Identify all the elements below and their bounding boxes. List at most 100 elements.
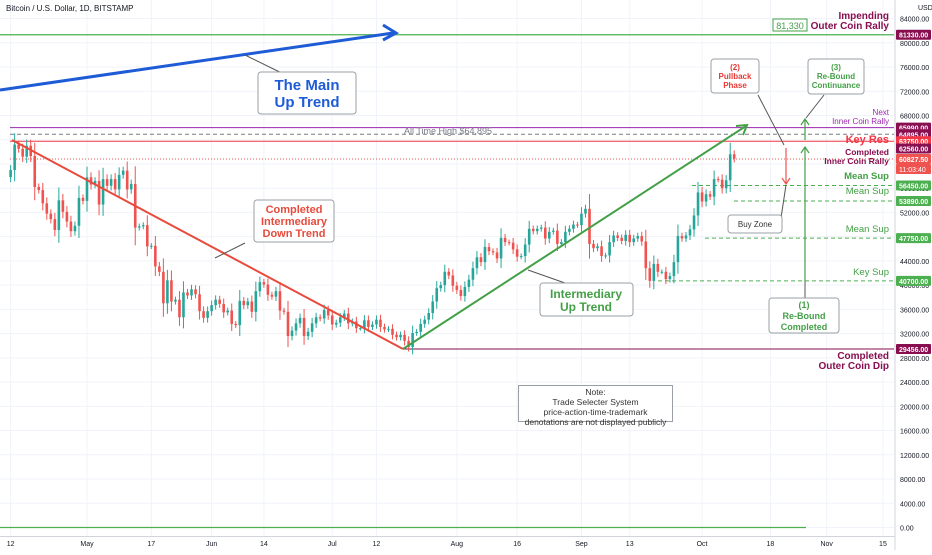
candle-body (660, 271, 664, 273)
candle-body (616, 235, 619, 238)
up-trend-pointer (527, 269, 566, 284)
candle-body (443, 271, 447, 286)
candle-body (519, 256, 523, 258)
candle-body (218, 299, 221, 304)
up-trend-box (539, 282, 634, 317)
candle-body (49, 213, 53, 220)
candle-body (105, 179, 109, 186)
completed-inner-label-2: Inner Coin Rally (824, 156, 889, 166)
x-tick-label: 12 (7, 541, 15, 548)
candle-body (274, 291, 278, 297)
candle-body (154, 245, 157, 267)
price-badge-mean-sup-2 (896, 195, 931, 206)
countdown-badge (896, 163, 931, 174)
candle-body (403, 334, 406, 341)
candle-body (186, 292, 189, 296)
price-badge-text-key-res: 63750.00 (899, 139, 928, 146)
candle-body (306, 331, 310, 337)
down-trend-text-2: Down Trend (263, 228, 326, 240)
pullback-text-2: Phase (723, 81, 747, 90)
candle-body (604, 255, 607, 257)
note-line-4: denotations are not displayed publicly (524, 417, 667, 427)
candle-body (503, 237, 507, 243)
candle-body (101, 179, 105, 205)
candle-body (117, 174, 121, 190)
price-badge-text-all-time-high: 64895.00 (899, 132, 928, 139)
candle-body (692, 215, 696, 230)
candle-body (93, 180, 97, 185)
candle-body (298, 317, 302, 324)
candle-body (716, 179, 720, 181)
x-tick-label: Jul (328, 541, 337, 548)
candle-body (125, 170, 129, 190)
candle-body (431, 301, 435, 314)
candle-body (178, 299, 181, 318)
candle-body (318, 317, 322, 319)
candle-body (266, 284, 270, 295)
y-tick-label: 40000.00 (900, 283, 929, 290)
candle-body (515, 249, 519, 257)
impending-label-2: Outer Coin Rally (811, 21, 890, 32)
main-trend-arrowhead (382, 23, 400, 42)
candle-body (572, 224, 575, 229)
candle-body (250, 301, 254, 312)
candle-body (463, 286, 467, 297)
y-tick-label: 84000.00 (900, 17, 929, 24)
y-tick-label: 68000.00 (900, 113, 929, 120)
candle-body (363, 320, 366, 329)
buy-zone-text: Buy Zone (738, 220, 773, 229)
rebound-done-box (768, 297, 840, 334)
candle-body (644, 241, 648, 269)
candle-body (459, 289, 463, 297)
candle-body (556, 230, 559, 244)
candle-body (511, 242, 515, 250)
up-trend-text-1: Up Trend (560, 300, 612, 314)
candle-body (286, 311, 290, 337)
main-trend-text-0: The Main (274, 77, 339, 94)
candle-body (342, 313, 346, 318)
candle-body (636, 236, 640, 239)
continuance-text-2: Continuance (812, 81, 861, 90)
x-tick-label: 15 (879, 541, 887, 548)
candle-body (81, 197, 85, 201)
mean-sup-label-3: Mean Sup (846, 224, 889, 235)
candle-body (423, 319, 426, 324)
price-badge-text-next-inner-coin-rally: 65990.00 (899, 126, 928, 133)
next-label-2: Inner Coin Rally (832, 117, 889, 126)
candle-body (491, 251, 495, 253)
ath-label: All Time High $64,895 (404, 126, 492, 136)
candle-body (475, 257, 479, 269)
candle-body (696, 192, 700, 216)
candle-body (202, 311, 205, 318)
up-trend-text-0: Intermediary (550, 287, 622, 301)
pullback-pointer (757, 94, 785, 146)
candle-body (471, 268, 475, 280)
candle-body (584, 208, 587, 214)
candle-body (89, 177, 93, 185)
candle-body (399, 334, 402, 338)
candle-body (487, 246, 491, 252)
candle-body (234, 323, 238, 326)
completed-inner-label-1: Completed (845, 147, 889, 157)
candle-body (77, 197, 81, 226)
candle-body (724, 180, 728, 189)
key-sup-label: Key Sup (853, 267, 889, 278)
impending-label-1: Impending (838, 11, 889, 22)
candle-body (395, 334, 398, 338)
candle-body (668, 276, 672, 280)
candle-body (564, 231, 567, 243)
candle-body (640, 236, 644, 242)
candle-body (580, 213, 583, 226)
candle-body (527, 228, 531, 245)
candle-body (632, 238, 636, 243)
candle-body (238, 300, 242, 326)
candle-body (97, 180, 101, 205)
candle-body (435, 288, 439, 302)
rebound-arrowhead (800, 145, 810, 154)
y-tick-label: 16000.00 (900, 429, 929, 436)
up-trend-arrowhead (735, 123, 749, 136)
candle-body (322, 309, 326, 319)
x-tick-label: Nov (820, 541, 833, 548)
